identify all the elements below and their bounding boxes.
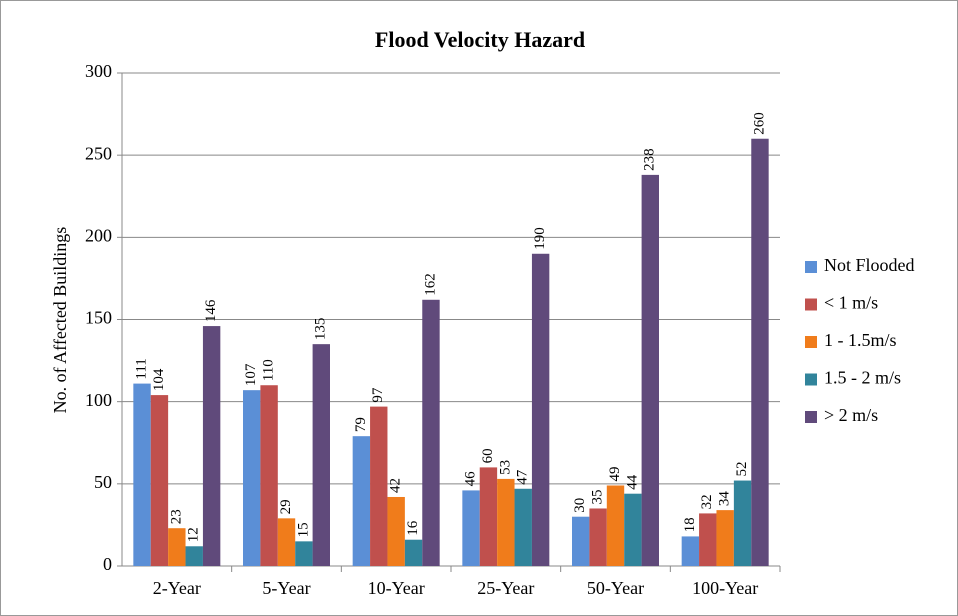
data-label: 53: [497, 460, 513, 475]
data-label: 16: [405, 520, 421, 536]
data-label: 111: [133, 358, 149, 379]
x-tick-label: 10-Year: [368, 578, 425, 598]
data-label: 135: [313, 318, 329, 341]
data-label: 12: [186, 527, 202, 542]
legend-label: < 1 m/s: [824, 293, 878, 313]
data-label: 29: [278, 499, 294, 514]
data-label: 15: [295, 522, 311, 537]
legend-swatch: [805, 336, 817, 348]
data-label: 97: [370, 387, 386, 403]
data-label: 30: [572, 498, 588, 513]
y-tick-label: 150: [85, 308, 112, 328]
x-tick-label: 100-Year: [692, 578, 758, 598]
y-tick-label: 250: [85, 143, 112, 163]
data-label: 32: [699, 494, 715, 509]
bar: [404, 539, 423, 566]
bar: [387, 496, 405, 566]
y-axis-label: No. of Affected Buildings: [50, 227, 70, 414]
y-tick-label: 200: [85, 225, 112, 245]
bar: [243, 390, 261, 566]
bar: [370, 406, 388, 566]
bar: [312, 344, 330, 566]
bar: [751, 138, 769, 566]
x-tick-label: 2-Year: [153, 578, 201, 598]
bar: [277, 518, 296, 566]
bar: [168, 528, 186, 566]
bar: [716, 510, 734, 566]
bar: [606, 485, 625, 566]
bar: [624, 493, 642, 566]
legend-label: 1.5 - 2 m/s: [824, 368, 901, 388]
bar: [733, 480, 752, 566]
legend-swatch: [805, 411, 817, 423]
data-label: 107: [243, 363, 259, 386]
bar: [699, 513, 717, 566]
data-label: 44: [624, 474, 640, 490]
data-label: 260: [751, 112, 767, 135]
bar: [514, 488, 532, 566]
bar: [479, 467, 498, 566]
data-label: 238: [642, 148, 658, 171]
legend-swatch: [805, 261, 817, 273]
bar: [531, 253, 550, 566]
data-label: 52: [734, 462, 750, 477]
data-label: 35: [590, 489, 606, 504]
legend-label: > 2 m/s: [824, 405, 878, 425]
bar: [462, 490, 480, 566]
bar: [422, 299, 440, 566]
data-label: 162: [422, 273, 438, 296]
legend-label: Not Flooded: [824, 255, 915, 275]
bar: [681, 536, 700, 566]
bar: [497, 478, 515, 566]
data-label: 60: [480, 448, 496, 463]
bar: [185, 546, 203, 566]
data-label: 34: [717, 491, 733, 507]
chart-title: Flood Velocity Hazard: [375, 27, 585, 52]
bar: [572, 516, 590, 566]
x-tick-label: 25-Year: [477, 578, 534, 598]
data-label: 49: [607, 466, 623, 481]
bar: [352, 436, 371, 566]
bar: [589, 508, 607, 566]
legend-swatch: [805, 298, 817, 311]
y-tick-label: 0: [103, 554, 112, 574]
bar: [202, 326, 221, 566]
bar: [295, 541, 313, 566]
data-label: 47: [515, 469, 531, 485]
bar: [260, 385, 278, 566]
data-label: 18: [682, 517, 698, 532]
legend-swatch: [805, 373, 817, 386]
data-label: 42: [388, 478, 404, 493]
data-label: 79: [353, 417, 369, 432]
x-tick-label: 5-Year: [262, 578, 310, 598]
bar: [133, 383, 151, 566]
data-label: 190: [532, 227, 548, 250]
x-tick-label: 50-Year: [587, 578, 644, 598]
y-tick-label: 50: [94, 472, 112, 492]
y-tick-label: 300: [85, 61, 112, 81]
legend-label: 1 - 1.5m/s: [824, 330, 897, 350]
data-label: 46: [462, 471, 478, 487]
bar: [641, 174, 659, 567]
data-label: 146: [203, 299, 219, 322]
data-label: 110: [261, 359, 277, 381]
bar: [150, 395, 169, 566]
y-tick-label: 100: [85, 390, 112, 410]
data-label: 23: [168, 509, 184, 524]
data-label: 104: [151, 368, 167, 391]
